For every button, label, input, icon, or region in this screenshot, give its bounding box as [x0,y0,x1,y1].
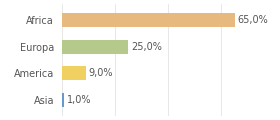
Bar [62,40,128,54]
Bar [62,13,235,27]
Text: 25,0%: 25,0% [131,42,162,52]
Text: 9,0%: 9,0% [88,68,113,78]
Text: 1,0%: 1,0% [67,95,91,105]
Bar [62,66,86,80]
Text: 65,0%: 65,0% [237,15,268,25]
Bar [62,93,64,107]
